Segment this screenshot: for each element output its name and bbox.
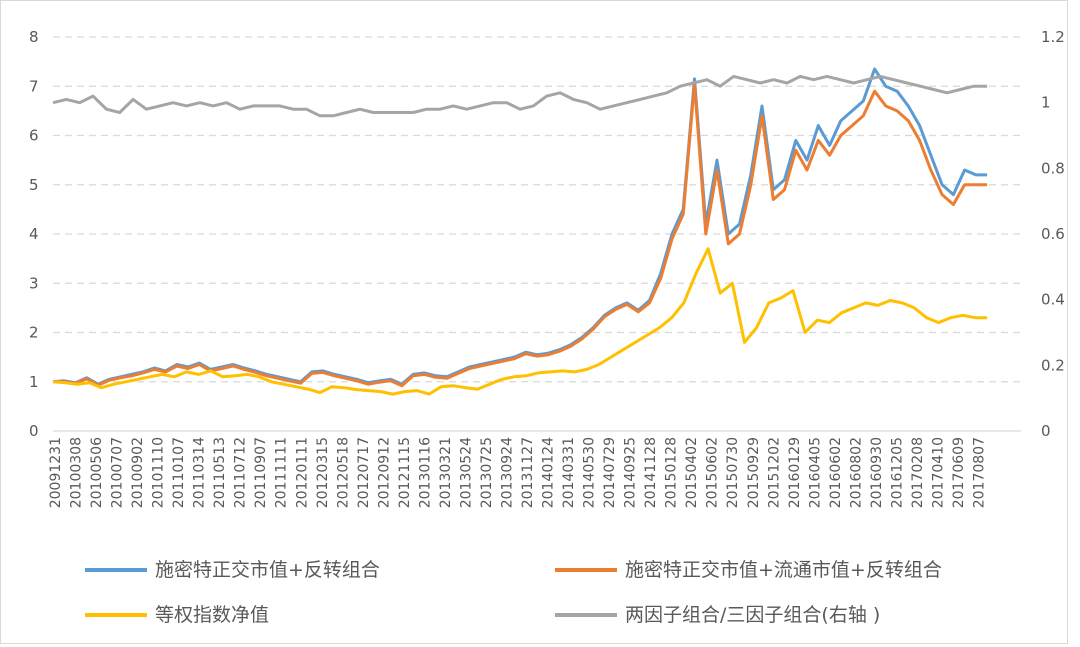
- x-tick-label: 20150730: [725, 437, 741, 508]
- x-tick-label: 20160802: [848, 437, 864, 508]
- x-tick-label: 20150402: [684, 437, 700, 508]
- legend-label: 两因子组合/三因子组合(右轴 ): [625, 604, 880, 626]
- y-tick-label-left: 5: [29, 176, 39, 194]
- legend-label: 施密特正交市值+流通市值+反转组合: [625, 559, 942, 581]
- grid-lines: [53, 36, 1021, 432]
- series-line-1: [53, 82, 988, 388]
- x-tick-label: 20121115: [397, 437, 413, 508]
- x-tick-label: 20100902: [130, 437, 146, 508]
- y-tick-label-right: 1: [1041, 94, 1051, 112]
- y-tick-label-left: 7: [29, 77, 39, 95]
- x-tick-label: 20091231: [48, 437, 64, 508]
- y-tick-label-left: 6: [29, 127, 39, 145]
- x-tick-label: 20150602: [705, 437, 721, 508]
- x-tick-label: 20160602: [828, 437, 844, 508]
- x-tick-label: 20131127: [520, 437, 536, 508]
- y-tick-label-left: 2: [29, 324, 39, 342]
- x-tick-label: 20140331: [561, 437, 577, 508]
- x-tick-label: 20130924: [499, 437, 515, 508]
- series-line-0: [52, 67, 988, 386]
- x-tick-label: 20160129: [787, 437, 803, 508]
- x-tick-label: 20120111: [294, 437, 310, 508]
- x-tick-label: 20110907: [253, 437, 269, 508]
- x-tick-label: 20110107: [171, 437, 187, 508]
- y-tick-label-right: 0.6: [1041, 225, 1065, 243]
- x-tick-label: 20110712: [233, 437, 249, 508]
- x-tick-label: 20170208: [910, 437, 926, 508]
- y-tick-label-right: 1.2: [1041, 28, 1065, 46]
- y-tick-label-right: 0.2: [1041, 356, 1065, 374]
- x-tick-label: 20101110: [151, 437, 167, 508]
- x-tick-label: 20140925: [623, 437, 639, 508]
- x-tick-label: 20141128: [643, 437, 659, 508]
- x-tick-label: 20120717: [356, 437, 372, 508]
- x-tick-label: 20130321: [438, 437, 454, 508]
- x-tick-label: 20140124: [541, 437, 557, 508]
- series-line-3: [52, 74, 988, 118]
- y-tick-label-right: 0: [1041, 422, 1051, 440]
- line-chart: 0 1 2 3 4 5 6 7 8 0 0.2 0.4 0.6 0.8 1 1.2 20091231 2010…: [29, 28, 1065, 626]
- y-tick-label-left: 1: [29, 373, 39, 391]
- legend-label: 施密特正交市值+反转组合: [155, 559, 380, 581]
- series-lines: [52, 67, 988, 396]
- x-tick-label: 20120518: [335, 437, 351, 508]
- x-tick-label: 20110314: [192, 437, 208, 508]
- x-tick-label: 20170807: [972, 437, 988, 508]
- x-tick-label: 20100707: [110, 437, 126, 508]
- x-tick-label: 20130725: [479, 437, 495, 508]
- x-tick-label: 20160405: [807, 437, 823, 508]
- y-tick-label-left: 0: [29, 422, 39, 440]
- x-tick-label: 20110513: [212, 437, 228, 508]
- right-y-axis: 0 0.2 0.4 0.6 0.8 1 1.2: [1041, 28, 1065, 440]
- y-tick-label-right: 0.8: [1041, 159, 1065, 177]
- x-tick-label: 20151202: [766, 437, 782, 508]
- x-tick-label: 20170410: [930, 437, 946, 508]
- x-tick-label: 20100308: [69, 437, 85, 508]
- x-tick-label: 20130116: [417, 437, 433, 508]
- x-tick-label: 20160930: [869, 437, 885, 508]
- y-tick-label-left: 4: [29, 225, 39, 243]
- series-line-2: [52, 247, 988, 396]
- x-tick-label: 20120912: [376, 437, 392, 508]
- x-tick-label: 20140530: [582, 437, 598, 508]
- y-tick-label-left: 8: [29, 28, 39, 46]
- y-tick-label-left: 3: [29, 274, 39, 292]
- x-tick-label: 20130524: [458, 437, 474, 508]
- x-tick-label: 20140729: [602, 437, 618, 508]
- left-y-axis: 0 1 2 3 4 5 6 7 8: [29, 28, 39, 440]
- x-tick-label: 20170609: [951, 437, 967, 508]
- y-tick-label-right: 0.4: [1041, 291, 1065, 309]
- x-tick-label: 20150128: [664, 437, 680, 508]
- x-tick-label: 20120315: [315, 437, 331, 508]
- x-tick-label: 20111111: [274, 437, 290, 508]
- x-tick-label: 20100506: [89, 437, 105, 508]
- legend-label: 等权指数净值: [155, 604, 269, 626]
- x-tick-label: 20161205: [889, 437, 905, 508]
- x-tick-label: 20150929: [746, 437, 762, 508]
- x-axis: 20091231 20100308 20100506 20100707 20100902…: [48, 437, 988, 508]
